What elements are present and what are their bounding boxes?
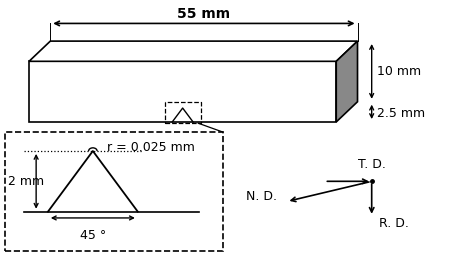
Polygon shape — [336, 41, 357, 122]
Text: r = 0.025 mm: r = 0.025 mm — [107, 141, 195, 154]
Text: 45 °: 45 ° — [80, 229, 106, 242]
Text: 55 mm: 55 mm — [177, 7, 230, 21]
Text: R. D.: R. D. — [379, 217, 409, 230]
Text: T. D.: T. D. — [358, 158, 386, 171]
Text: 2.5 mm: 2.5 mm — [377, 107, 426, 120]
Text: 2 mm: 2 mm — [8, 175, 44, 188]
Polygon shape — [5, 132, 223, 251]
Text: 10 mm: 10 mm — [377, 65, 421, 78]
Text: N. D.: N. D. — [246, 190, 277, 203]
Polygon shape — [29, 61, 336, 122]
Polygon shape — [29, 41, 357, 61]
